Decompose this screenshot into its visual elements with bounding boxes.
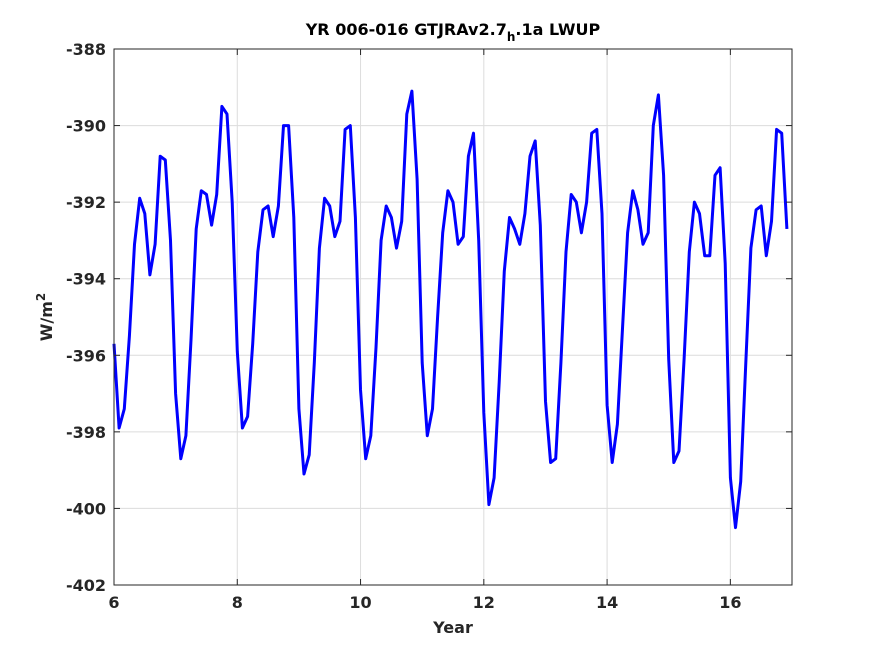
y-tick-label: -400: [66, 499, 106, 518]
chart-title: YR 006-016 GTJRAv2.7h.1a LWUP: [305, 20, 601, 44]
ticks: 6 8 10 12 14 16 -402 -400 -398 -396 -394 -392 -390 -3…: [66, 40, 792, 612]
x-tick-label: 8: [232, 593, 243, 612]
y-tick-label: -396: [66, 346, 106, 365]
x-tick-label: 6: [108, 593, 119, 612]
y-axis-label-superscript: 2: [34, 293, 48, 301]
x-tick-label: 10: [349, 593, 371, 612]
x-tick-label: 14: [596, 593, 618, 612]
y-tick-label: -394: [66, 270, 106, 289]
y-tick-label: -402: [66, 576, 106, 595]
y-tick-label: -390: [66, 117, 106, 136]
series-line: [112, 89, 789, 530]
chart-title-suffix: .1a LWUP: [515, 20, 600, 39]
y-tick-label: -392: [66, 193, 106, 212]
y-tick-label: -388: [66, 40, 106, 59]
x-tick-label: 12: [473, 593, 495, 612]
y-axis-label-main: W/m: [37, 301, 56, 341]
x-tick-label: 16: [719, 593, 741, 612]
plot-area: [114, 49, 792, 585]
chart-title-main: YR 006-016 GTJRAv2.7: [305, 20, 507, 39]
series-layer: [112, 89, 789, 530]
x-axis-label: Year: [432, 618, 473, 637]
chart-title-subscript: h: [507, 30, 516, 44]
axes-frame: [113, 48, 793, 586]
y-axis-label: W/m2: [34, 293, 56, 342]
y-tick-label: -398: [66, 423, 106, 442]
